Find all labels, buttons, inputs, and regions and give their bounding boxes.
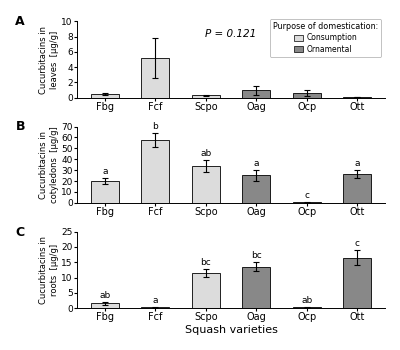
Text: ab: ab xyxy=(301,296,312,305)
Bar xyxy=(293,307,321,308)
Bar xyxy=(192,96,220,98)
Text: c: c xyxy=(304,191,309,200)
Bar xyxy=(343,258,371,308)
Y-axis label: Cucurbitacins in
leaves  [μg/g]: Cucurbitacins in leaves [μg/g] xyxy=(39,26,58,93)
Bar xyxy=(343,174,371,203)
Text: A: A xyxy=(16,15,25,28)
Bar xyxy=(242,267,270,308)
Bar xyxy=(192,273,220,308)
Legend: Consumption, Ornamental: Consumption, Ornamental xyxy=(270,19,381,57)
Text: a: a xyxy=(152,296,158,305)
Text: ab: ab xyxy=(200,149,211,158)
Text: C: C xyxy=(16,226,24,239)
Text: c: c xyxy=(355,239,360,248)
Bar xyxy=(343,97,371,98)
Bar xyxy=(141,307,169,308)
Bar xyxy=(91,94,119,98)
Bar xyxy=(141,140,169,203)
Bar xyxy=(293,202,321,203)
Text: B: B xyxy=(16,120,25,133)
Y-axis label: Cucurbitacins in
roots  [μg/g]: Cucurbitacins in roots [μg/g] xyxy=(39,236,58,304)
Bar xyxy=(242,175,270,203)
Text: a: a xyxy=(254,159,259,168)
Text: ab: ab xyxy=(99,291,110,300)
Bar xyxy=(293,93,321,98)
Bar xyxy=(91,181,119,203)
Text: a: a xyxy=(102,167,108,176)
Bar xyxy=(242,90,270,98)
Bar xyxy=(192,166,220,203)
Text: bc: bc xyxy=(251,251,262,260)
Text: a: a xyxy=(354,159,360,168)
Bar xyxy=(141,58,169,98)
Bar xyxy=(91,303,119,308)
X-axis label: Squash varieties: Squash varieties xyxy=(184,325,278,335)
Text: bc: bc xyxy=(200,258,211,267)
Text: b: b xyxy=(152,121,158,131)
Text: P = 0.121: P = 0.121 xyxy=(205,29,257,39)
Y-axis label: Cucurbitacins in
cotyledons  [μg/g]: Cucurbitacins in cotyledons [μg/g] xyxy=(39,126,58,203)
